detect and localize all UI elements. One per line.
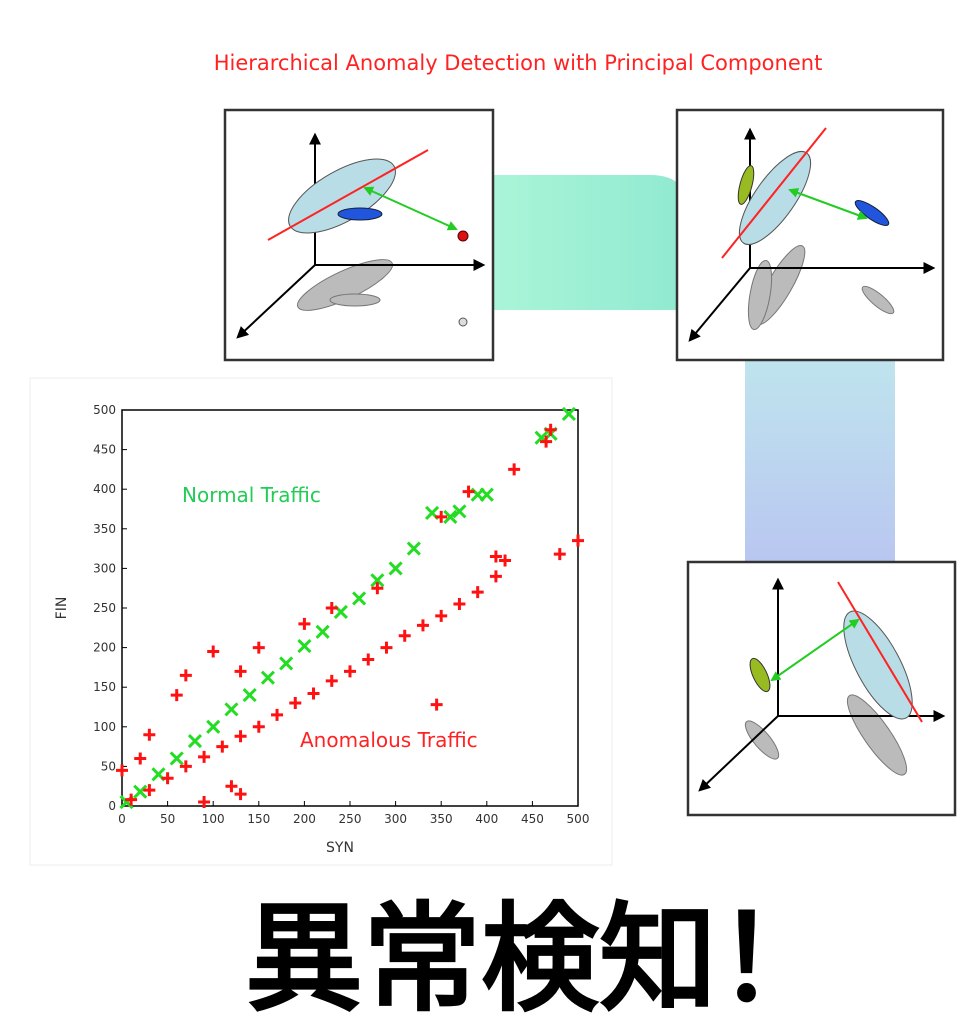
point xyxy=(179,760,192,773)
point xyxy=(561,406,576,422)
point xyxy=(170,689,183,702)
point xyxy=(252,641,265,654)
caption: 異常検知！ xyxy=(245,890,835,1022)
point xyxy=(443,509,458,524)
x-tick-label: 400 xyxy=(475,812,498,826)
annotation: Normal Traffic xyxy=(182,483,321,507)
point xyxy=(207,645,220,658)
point xyxy=(143,728,156,741)
point xyxy=(242,688,257,703)
point xyxy=(435,609,448,622)
point xyxy=(225,780,238,793)
point xyxy=(544,423,557,436)
point xyxy=(416,619,429,632)
point xyxy=(206,719,221,734)
y-tick-label: 400 xyxy=(93,482,116,496)
x-tick-label: 300 xyxy=(384,812,407,826)
point xyxy=(198,750,211,763)
point xyxy=(279,656,294,671)
point xyxy=(430,698,443,711)
point xyxy=(462,485,475,498)
point xyxy=(169,751,184,766)
point xyxy=(489,570,502,583)
point xyxy=(125,793,138,806)
diagram-box xyxy=(223,108,495,362)
point xyxy=(344,665,356,678)
y-tick-label: 50 xyxy=(101,759,116,773)
point xyxy=(489,550,502,563)
flow-band xyxy=(493,175,690,310)
point xyxy=(134,752,147,765)
point xyxy=(143,784,156,797)
point xyxy=(307,687,320,700)
x-tick-label: 100 xyxy=(202,812,225,826)
point xyxy=(499,554,512,567)
point xyxy=(540,435,553,448)
point xyxy=(234,730,247,743)
point xyxy=(325,602,338,614)
y-tick-label: 100 xyxy=(93,720,116,734)
y-axis-label: FIN xyxy=(54,597,70,620)
point xyxy=(252,720,265,733)
point xyxy=(133,784,148,799)
x-tick-label: 200 xyxy=(293,812,316,826)
diagram-box xyxy=(675,108,945,362)
x-tick-label: 150 xyxy=(247,812,270,826)
point xyxy=(116,764,128,777)
x-tick-label: 0 xyxy=(118,812,126,826)
point xyxy=(471,586,484,599)
chart-panel xyxy=(29,377,613,866)
y-tick-label: 0 xyxy=(108,799,116,813)
point xyxy=(380,641,393,654)
point xyxy=(362,653,375,666)
flow-band xyxy=(745,360,895,565)
x-tick-label: 350 xyxy=(430,812,453,826)
point xyxy=(179,669,192,682)
point xyxy=(161,772,174,785)
point xyxy=(297,638,312,654)
point xyxy=(572,534,584,547)
point xyxy=(371,582,384,595)
y-tick-label: 500 xyxy=(93,403,116,417)
point xyxy=(406,541,421,556)
point xyxy=(453,598,466,611)
point xyxy=(187,733,203,749)
x-tick-label: 450 xyxy=(521,812,544,826)
point xyxy=(234,665,247,678)
point xyxy=(216,740,229,753)
point xyxy=(398,629,411,642)
y-tick-label: 300 xyxy=(93,561,116,575)
point xyxy=(224,702,239,717)
point xyxy=(315,624,330,639)
point xyxy=(271,708,284,721)
x-tick-label: 250 xyxy=(339,812,362,826)
point xyxy=(325,674,338,687)
point xyxy=(370,573,385,588)
point xyxy=(553,548,566,561)
point xyxy=(198,796,211,809)
diagram-box xyxy=(686,560,957,817)
point xyxy=(388,561,403,576)
x-tick-label: 500 xyxy=(567,812,590,826)
y-tick-label: 350 xyxy=(93,522,116,536)
y-tick-label: 200 xyxy=(93,641,116,655)
point xyxy=(298,617,311,630)
x-tick-label: 50 xyxy=(160,812,175,826)
point xyxy=(234,788,247,801)
y-tick-label: 150 xyxy=(93,680,116,694)
point xyxy=(260,670,275,685)
point xyxy=(479,487,494,502)
point xyxy=(508,463,521,476)
point xyxy=(435,510,448,523)
y-tick-label: 250 xyxy=(93,601,116,615)
point xyxy=(352,591,367,606)
x-axis-label: SYN xyxy=(326,840,354,856)
y-tick-label: 450 xyxy=(93,443,116,457)
point xyxy=(289,697,302,710)
annotation: Anomalous Traffic xyxy=(300,728,478,752)
point xyxy=(452,504,467,519)
title: Hierarchical Anomaly Detection with Prin… xyxy=(214,51,823,75)
